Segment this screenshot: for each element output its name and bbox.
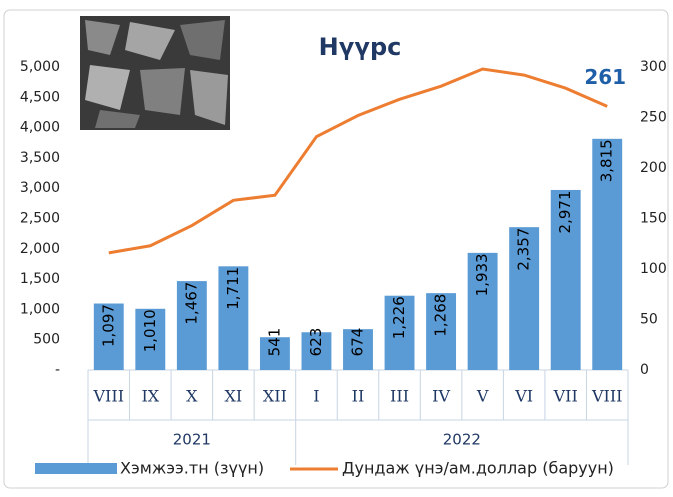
y-tick-label: 5,000	[20, 59, 60, 75]
bar-value-label: 1,467	[182, 282, 200, 325]
y-tick-label: 2,000	[20, 241, 60, 257]
bar-value-label: 623	[307, 328, 325, 357]
y-tick-label: 3,500	[20, 150, 60, 166]
bar-value-label: 2,357	[515, 228, 533, 271]
bar-value-label: 2,971	[556, 190, 574, 233]
coal-photo	[80, 16, 230, 130]
x-tick-label: IV	[432, 387, 450, 406]
x-tick-label: VIII	[591, 387, 623, 406]
y2-tick-label: 300	[640, 59, 667, 75]
bar-value-label: 1,226	[390, 296, 408, 339]
y-tick-label: 2,500	[20, 211, 60, 227]
x-tick-label: II	[352, 387, 365, 406]
y2-tick-label: 200	[640, 160, 667, 176]
y-tick-label: 4,500	[20, 89, 60, 105]
x-tick-label: IX	[141, 387, 159, 406]
y2-tick-label: 100	[640, 261, 667, 277]
y-tick-label: 4,000	[20, 120, 60, 136]
bar-value-label: 1,010	[141, 309, 159, 352]
legend-label: Хэмжээ.тн (зүүн)	[120, 459, 264, 478]
y2-tick-label: 50	[640, 312, 658, 328]
x-tick-label: XI	[225, 387, 243, 406]
x-tick-label: XII	[263, 387, 287, 406]
group-label: 2021	[173, 431, 211, 449]
x-tick-label: X	[186, 387, 198, 406]
group-label: 2022	[443, 431, 481, 449]
bar-value-label: 541	[265, 328, 283, 357]
x-tick-label: V	[476, 387, 489, 406]
y2-tick-label: 250	[640, 110, 667, 126]
chart: Нүүрс -5001,0001,5002,0002,5003,0003,500…	[0, 0, 673, 493]
y2-tick-label: 150	[640, 211, 667, 227]
x-tick-label: VI	[514, 387, 533, 406]
y-tick-label: -	[55, 362, 60, 378]
bar-value-label: 1,268	[432, 294, 450, 337]
bar-value-label: 1,933	[473, 253, 491, 296]
chart-title: Нүүрс	[319, 33, 402, 61]
y-tick-label: 1,500	[20, 271, 60, 287]
x-tick-label: VII	[553, 387, 578, 406]
x-tick-label: VIII	[93, 387, 125, 406]
y-tick-label: 500	[33, 332, 60, 348]
bar-value-label: 1,711	[224, 267, 242, 310]
y2-tick-label: 0	[640, 362, 649, 378]
x-tick-label: I	[313, 387, 319, 406]
bar-value-label: 674	[349, 328, 367, 357]
line-value-label: 261	[584, 65, 626, 89]
legend-swatch	[35, 463, 117, 474]
x-tick-label: III	[390, 387, 409, 406]
legend-label: Дундаж үнэ/ам.доллар (баруун)	[342, 459, 614, 478]
bar-value-label: 1,097	[99, 304, 117, 347]
y-tick-label: 3,000	[20, 180, 60, 196]
y-tick-label: 1,000	[20, 301, 60, 317]
bar-value-label: 3,815	[598, 139, 616, 182]
